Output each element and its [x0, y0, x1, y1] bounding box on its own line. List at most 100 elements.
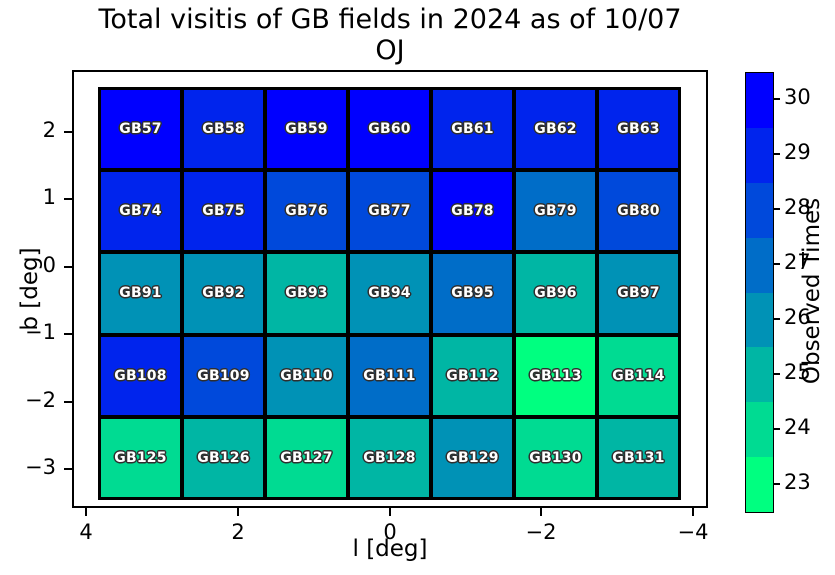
x-tick-label: 0: [383, 520, 397, 544]
x-tick-label: 4: [79, 520, 93, 544]
field-cell-gb79: GB79: [516, 172, 595, 251]
colorbar-tick-label: 30: [784, 85, 811, 110]
field-cell-gb110: GB110: [267, 336, 346, 415]
field-label: GB125: [114, 449, 167, 466]
field-label: GB61: [451, 121, 494, 138]
colorbar-tick-mark: [774, 317, 780, 320]
field-label: GB74: [119, 203, 162, 220]
x-tick-mark: [692, 508, 694, 516]
y-tick-mark: [64, 266, 72, 268]
colorbar-tick-mark: [774, 427, 780, 430]
field-cell-gb112: GB112: [433, 336, 512, 415]
y-tick-mark: [64, 131, 72, 133]
y-tick-label: −2: [25, 388, 56, 412]
field-label: GB63: [617, 121, 660, 138]
y-tick-label: 1: [42, 185, 56, 209]
field-cell-gb58: GB58: [184, 90, 263, 169]
colorbar-tick-label: 23: [784, 469, 811, 494]
x-tick-label: 2: [231, 520, 245, 544]
field-cell-gb125: GB125: [101, 418, 180, 497]
field-label: GB129: [446, 449, 499, 466]
field-label: GB93: [285, 285, 328, 302]
colorbar-tick-mark: [774, 208, 780, 211]
field-cell-gb130: GB130: [516, 418, 595, 497]
field-label: GB113: [529, 367, 582, 384]
colorbar-tick-label: 29: [784, 140, 811, 165]
field-label: GB126: [197, 449, 250, 466]
field-label: GB62: [534, 121, 577, 138]
y-tick-mark: [64, 333, 72, 335]
colorbar-band: [746, 237, 773, 293]
field-cell-gb63: GB63: [599, 90, 678, 169]
colorbar-tick-label: 24: [784, 414, 811, 439]
field-label: GB79: [534, 203, 577, 220]
y-tick-mark: [64, 468, 72, 470]
field-cell-gb61: GB61: [433, 90, 512, 169]
x-tick-label: −2: [525, 520, 557, 544]
field-cell-gb60: GB60: [350, 90, 429, 169]
field-cell-gb108: GB108: [101, 336, 180, 415]
field-label: GB58: [202, 121, 245, 138]
x-tick-mark: [389, 508, 391, 516]
field-label: GB95: [451, 285, 494, 302]
field-label: GB91: [119, 285, 162, 302]
y-tick-label: −1: [25, 320, 56, 344]
x-tick-mark: [85, 508, 87, 516]
y-tick-label: 2: [42, 118, 56, 142]
field-label: GB94: [368, 285, 411, 302]
x-tick-mark: [540, 508, 542, 516]
colorbar-tick-label: 27: [784, 250, 811, 275]
field-cell-gb113: GB113: [516, 336, 595, 415]
colorbar-tick-mark: [774, 153, 780, 156]
field-cell-gb76: GB76: [267, 172, 346, 251]
field-cell-gb78: GB78: [433, 172, 512, 251]
field-label: GB111: [363, 367, 416, 384]
field-label: GB110: [280, 367, 333, 384]
x-tick-label: −4: [677, 520, 709, 544]
y-axis-label: b [deg]: [17, 247, 43, 331]
field-label: GB57: [119, 121, 162, 138]
x-axis-label: l [deg]: [352, 536, 428, 562]
field-cell-gb74: GB74: [101, 172, 180, 251]
field-cell-gb80: GB80: [599, 172, 678, 251]
y-tick-mark: [64, 401, 72, 403]
field-cell-gb127: GB127: [267, 418, 346, 497]
field-label: GB127: [280, 449, 333, 466]
field-cell-gb57: GB57: [101, 90, 180, 169]
field-cell-gb75: GB75: [184, 172, 263, 251]
colorbar-tick-label: 26: [784, 304, 811, 329]
field-label: GB109: [197, 367, 250, 384]
field-label: GB114: [612, 367, 665, 384]
field-cell-gb94: GB94: [350, 254, 429, 333]
field-label: GB75: [202, 203, 245, 220]
field-label: GB96: [534, 285, 577, 302]
field-cell-gb114: GB114: [599, 336, 678, 415]
field-cell-gb91: GB91: [101, 254, 180, 333]
field-cell-gb62: GB62: [516, 90, 595, 169]
field-label: GB60: [368, 121, 411, 138]
colorbar-band: [746, 127, 773, 183]
field-cell-gb126: GB126: [184, 418, 263, 497]
field-label: GB130: [529, 449, 582, 466]
field-label: GB76: [285, 203, 328, 220]
field-cell-gb93: GB93: [267, 254, 346, 333]
y-tick-label: 0: [42, 253, 56, 277]
colorbar-label: Observed Times: [799, 197, 825, 385]
field-cell-gb77: GB77: [350, 172, 429, 251]
colorbar-tick-mark: [774, 263, 780, 266]
field-cell-gb128: GB128: [350, 418, 429, 497]
colorbar: [745, 72, 774, 513]
plot-area: GB57 GB58 GB59 GB60 GB61 GB62 GB63 GB74 GB75 GB76…: [25, 70, 708, 544]
field-label: GB112: [446, 367, 499, 384]
colorbar-tick-mark: [774, 98, 780, 101]
colorbar-band: [746, 402, 773, 458]
field-label: GB59: [285, 121, 328, 138]
y-tick-label: −3: [25, 455, 56, 479]
field-cell-gb109: GB109: [184, 336, 263, 415]
colorbar-tick-mark: [774, 482, 780, 485]
colorbar-band: [746, 457, 773, 512]
field-label: GB97: [617, 285, 660, 302]
field-cell-gb92: GB92: [184, 254, 263, 333]
field-label: GB108: [114, 367, 167, 384]
colorbar-tick-mark: [774, 372, 780, 375]
